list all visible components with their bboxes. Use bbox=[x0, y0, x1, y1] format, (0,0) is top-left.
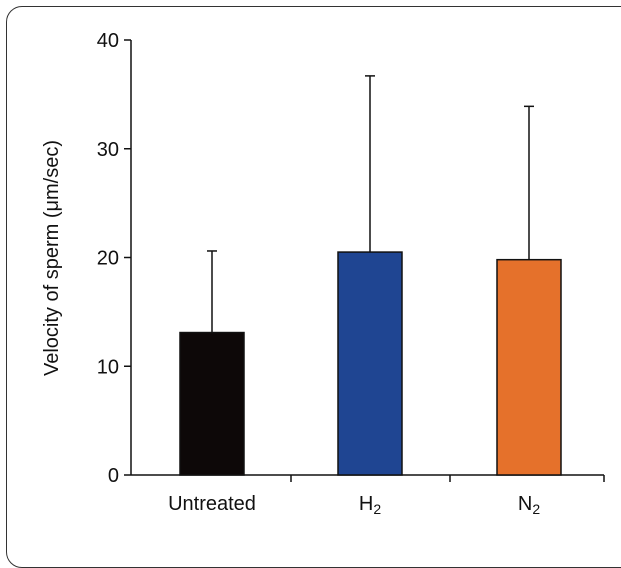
x-category-label: N2 bbox=[518, 493, 540, 517]
y-tick-label: 30 bbox=[97, 139, 119, 161]
x-category-label-subscript: 2 bbox=[532, 501, 540, 517]
x-category-label-subscript: 2 bbox=[373, 501, 381, 517]
y-axis-title: Velocity of sperm (μm/sec) bbox=[41, 140, 63, 376]
x-category-label: H2 bbox=[359, 493, 381, 517]
y-tick-label: 0 bbox=[108, 465, 119, 487]
x-category-label: Untreated bbox=[168, 493, 256, 515]
y-tick-label: 10 bbox=[97, 356, 119, 378]
error-bars bbox=[207, 75, 534, 333]
x-category-label-main: Untreated bbox=[168, 493, 256, 515]
y-tick-label: 20 bbox=[97, 248, 119, 270]
y-tick-label: 40 bbox=[97, 30, 119, 52]
bar bbox=[179, 331, 245, 476]
bars bbox=[179, 251, 562, 476]
x-category-label-main: H bbox=[359, 493, 373, 515]
x-category-label-main: N bbox=[518, 493, 532, 515]
bar bbox=[496, 258, 562, 476]
bar bbox=[337, 251, 403, 476]
